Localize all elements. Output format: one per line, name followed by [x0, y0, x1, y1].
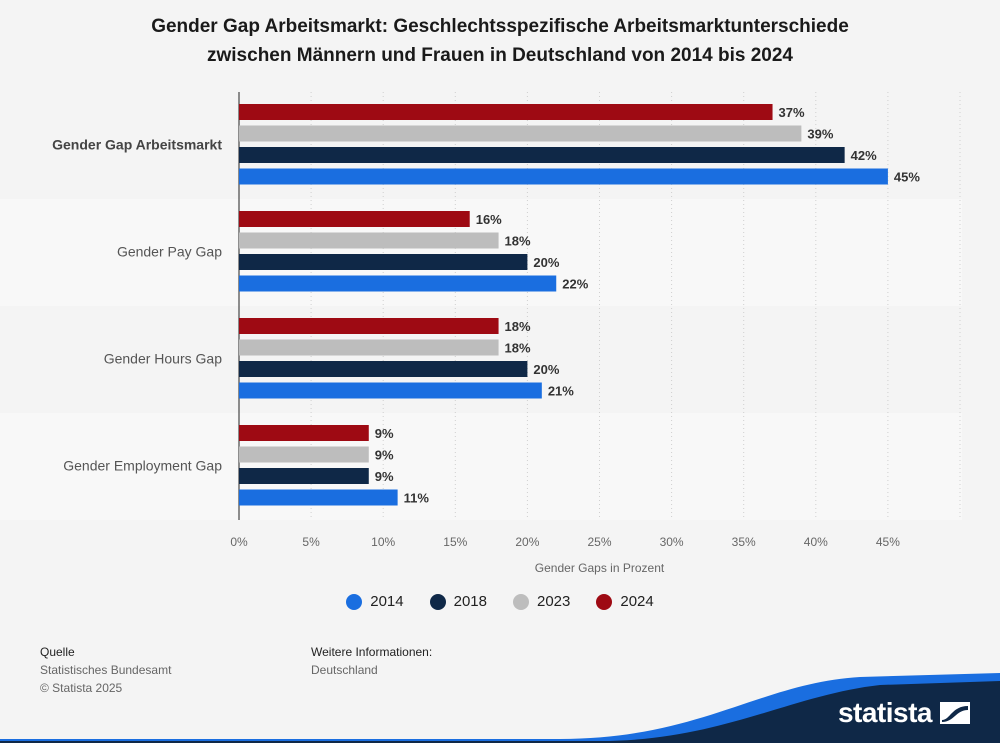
category-label: Gender Pay Gap — [117, 243, 222, 259]
legend: 2014 2018 2023 2024 — [0, 593, 1000, 610]
category-label: Gender Employment Gap — [63, 457, 222, 473]
data-label: 18% — [505, 341, 531, 356]
data-label: 9% — [375, 469, 394, 484]
bar-2018 — [239, 254, 528, 270]
data-label: 45% — [894, 170, 920, 185]
data-label: 22% — [562, 277, 588, 292]
x-tick-label: 10% — [371, 535, 395, 549]
data-label: 16% — [476, 212, 502, 227]
data-label: 42% — [851, 148, 877, 163]
x-tick-label: 40% — [804, 535, 828, 549]
legend-dot-icon — [346, 593, 363, 610]
chart-title-line1: Gender Gap Arbeitsmarkt: Geschlechtsspez… — [151, 16, 849, 37]
bar-2023 — [239, 232, 499, 249]
data-label: 21% — [548, 384, 574, 399]
x-tick-label: 5% — [302, 535, 320, 549]
bar-2024 — [239, 104, 773, 120]
legend-label: 2014 — [370, 593, 404, 610]
data-label: 20% — [533, 362, 559, 377]
legend-dot-icon — [513, 593, 529, 610]
bar-2018 — [239, 468, 369, 484]
legend-item-2018[interactable]: 2018 — [429, 593, 487, 610]
x-tick-label: 0% — [230, 535, 248, 549]
bar-2023 — [239, 125, 802, 142]
legend-dot-icon — [429, 593, 446, 610]
legend-item-2024[interactable]: 2024 — [596, 593, 654, 610]
bar-2014 — [239, 275, 557, 292]
bar-2014 — [239, 168, 888, 185]
bar-2014 — [239, 489, 398, 506]
x-tick-label: 20% — [515, 535, 539, 549]
source-heading: Quelle — [40, 645, 75, 659]
chart-title-line2: zwischen Männern und Frauen in Deutschla… — [207, 45, 793, 66]
more-info-block: Weitere Informationen: Deutschland — [311, 643, 432, 679]
data-label: 18% — [505, 234, 531, 249]
data-label: 11% — [404, 491, 430, 506]
more-info-line: Deutschland — [311, 663, 378, 677]
bar-chart: 0% 5% 10% 15% 20% 25% 30% 35% 40% 45% Gender Gaps … — [0, 92, 962, 575]
bar-2024 — [239, 318, 499, 334]
bar-2018 — [239, 361, 528, 377]
category-band — [0, 413, 962, 520]
legend-dot-icon — [596, 593, 613, 610]
x-tick-label: 25% — [587, 535, 611, 549]
footer-wave — [0, 673, 1000, 743]
category-label: Gender Gap Arbeitsmarkt — [52, 136, 222, 152]
data-label: 39% — [807, 127, 833, 142]
x-tick-label: 45% — [876, 535, 900, 549]
data-label: 18% — [505, 319, 531, 334]
x-tick-label: 15% — [443, 535, 467, 549]
legend-item-2014[interactable]: 2014 — [346, 593, 404, 610]
x-tick-label: 35% — [732, 535, 756, 549]
x-axis-title: Gender Gaps in Prozent — [535, 561, 665, 575]
data-label: 20% — [533, 255, 559, 270]
bar-2024 — [239, 425, 369, 441]
more-info-heading: Weitere Informationen: — [311, 645, 433, 659]
bar-2024 — [239, 211, 470, 227]
legend-label: 2018 — [453, 593, 487, 610]
bar-2014 — [239, 382, 542, 399]
bar-2018 — [239, 147, 845, 163]
data-label: 9% — [375, 448, 394, 463]
x-tick-label: 30% — [660, 535, 684, 549]
statista-logo[interactable]: statista — [838, 697, 970, 729]
source-block: Quelle Statistisches Bundesamt © Statist… — [40, 643, 171, 697]
bar-2023 — [239, 446, 369, 463]
statista-logo-icon — [940, 702, 970, 724]
bar-2023 — [239, 339, 499, 356]
source-line[interactable]: Statistisches Bundesamt — [40, 663, 172, 677]
chart-title: Gender Gap Arbeitsmarkt: Geschlechtsspez… — [40, 12, 960, 70]
copyright-line[interactable]: © Statista 2025 — [40, 681, 123, 695]
data-label: 37% — [779, 105, 805, 120]
category-label: Gender Hours Gap — [104, 350, 222, 366]
data-label: 9% — [375, 426, 394, 441]
brand-name: statista — [837, 697, 933, 728]
legend-label: 2023 — [537, 593, 571, 610]
legend-label: 2024 — [620, 593, 654, 610]
legend-item-2023[interactable]: 2023 — [513, 593, 570, 610]
